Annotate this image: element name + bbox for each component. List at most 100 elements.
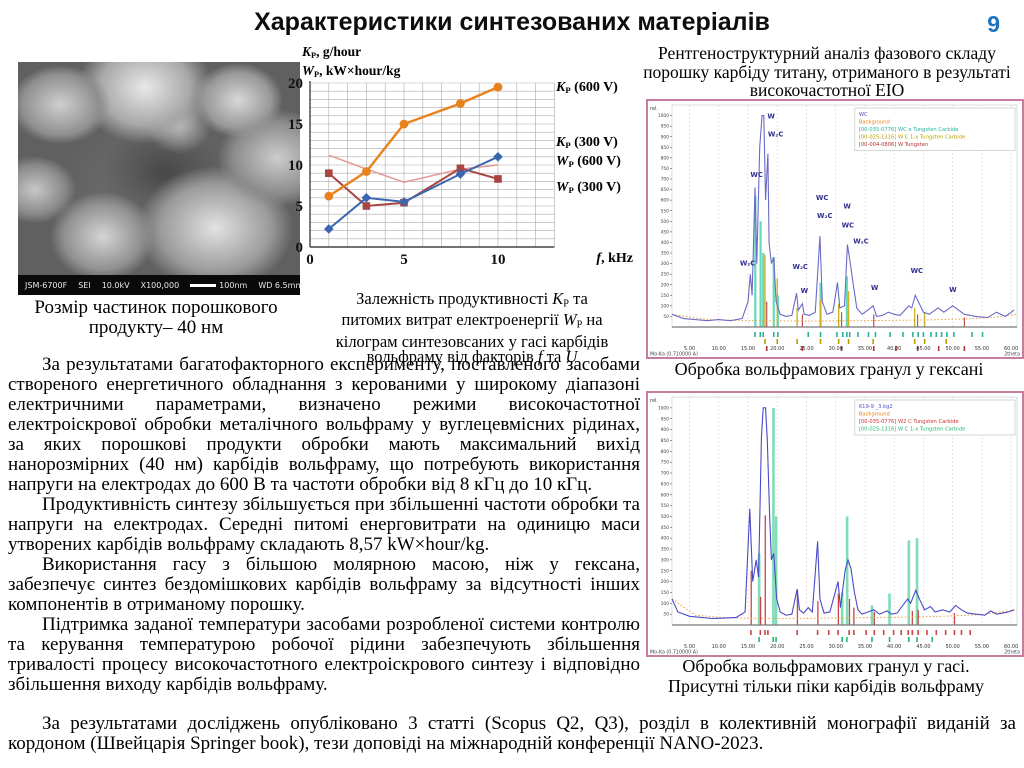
svg-text:45.00: 45.00 (916, 346, 930, 352)
svg-text:5: 5 (400, 252, 408, 268)
caption-line: Присутні тільки піки карбідів вольфраму (668, 675, 984, 696)
svg-text:60.00: 60.00 (1004, 644, 1018, 650)
sem-magnification: X100,000 (140, 280, 180, 290)
svg-text:20: 20 (288, 76, 303, 92)
svg-text:W: W (871, 284, 879, 292)
caption-line: питомих витрат електроенергії WP на (341, 310, 603, 331)
svg-text:900: 900 (661, 427, 670, 433)
svg-text:2theta: 2theta (1004, 352, 1020, 358)
svg-text:950: 950 (661, 124, 670, 130)
svg-text:650: 650 (661, 481, 670, 487)
svg-text:600: 600 (661, 198, 670, 204)
svg-text:5.00: 5.00 (684, 346, 695, 352)
svg-text:W₂C: W₂C (768, 131, 783, 139)
svg-text:WC: WC (859, 112, 868, 118)
paragraph-productivity: Продуктивність синтезу збільшується при … (8, 494, 640, 555)
sem-detector: SEI (78, 280, 91, 290)
svg-text:35.00: 35.00 (858, 644, 872, 650)
svg-text:WC: WC (816, 194, 829, 202)
svg-text:[00-035-0776] W2 C Tungsten Ca: [00-035-0776] W2 C Tungsten Carbide (859, 419, 959, 425)
svg-text:300: 300 (661, 261, 670, 267)
svg-text:850: 850 (661, 145, 670, 151)
svg-text:[00-035-0776] WC e Tungsten Ca: [00-035-0776] WC e Tungsten Carbide (859, 127, 959, 133)
svg-text:10.00: 10.00 (712, 346, 726, 352)
svg-text:350: 350 (661, 547, 670, 553)
svg-text:350: 350 (661, 251, 670, 257)
svg-text:W₂C: W₂C (792, 263, 807, 271)
caption-line: кілограм синтезовсаних у гасі карбідів (335, 331, 609, 351)
svg-text:250: 250 (661, 272, 670, 278)
legend-entry: WP (600 V) (556, 153, 621, 169)
svg-text:300: 300 (661, 557, 670, 563)
svg-text:WC: WC (911, 267, 924, 275)
svg-text:50.00: 50.00 (946, 644, 960, 650)
svg-text:60.00: 60.00 (1004, 346, 1018, 352)
xrd-kerosene-caption: Обробка вольфрамових гранул у гасі. Прис… (628, 656, 1024, 696)
x-axis-label: f, kHz (596, 251, 633, 266)
svg-text:800: 800 (661, 449, 670, 455)
y-axis-title: KP, g/hour WP, kW×hour/kg (302, 44, 401, 80)
productivity-plot: 0 5 10 15 20 0 5 10 (288, 76, 555, 268)
sem-voltage: 10.0kV (101, 280, 130, 290)
svg-text:[00-004-0806] W Tungsten: [00-004-0806] W Tungsten (859, 142, 928, 148)
svg-text:700: 700 (661, 177, 670, 183)
paragraph-temperature: Підтримка заданої температури засобами р… (8, 614, 640, 695)
svg-text:40.00: 40.00 (887, 644, 901, 650)
svg-text:25.00: 25.00 (799, 644, 813, 650)
svg-text:10: 10 (491, 252, 506, 268)
svg-text:900: 900 (661, 134, 670, 140)
page-number: 9 (987, 11, 1000, 37)
svg-text:20.00: 20.00 (770, 644, 784, 650)
svg-text:35.00: 35.00 (858, 346, 872, 352)
svg-text:40.00: 40.00 (887, 346, 901, 352)
sem-image: JSM-6700F SEI 10.0kV X100,000 100nm WD 6… (18, 62, 304, 295)
svg-text:2theta: 2theta (1004, 650, 1020, 656)
svg-text:200: 200 (661, 579, 670, 585)
body-text: За результатами багатофакторного експери… (8, 355, 640, 695)
svg-text:WC: WC (750, 171, 763, 179)
svg-text:W₂C: W₂C (740, 260, 755, 268)
xrd-chart-kerosene: 50 100 150 200 250 300 350 400 450 500 550 600 650 70… (646, 391, 1024, 657)
svg-text:50.00: 50.00 (946, 346, 960, 352)
caption-line: Обробка вольфрамових гранул у гасі. (682, 656, 970, 676)
legend-entry: KP (300 V) (556, 134, 618, 150)
svg-text:550: 550 (661, 503, 670, 509)
legend-entry: WP (300 V) (556, 179, 621, 195)
svg-text:15.00: 15.00 (741, 644, 755, 650)
sem-micrograph (18, 62, 300, 275)
productivity-chart-caption: Залежність продуктивності KP та питомих … (296, 290, 648, 365)
svg-text:1000: 1000 (658, 405, 669, 411)
svg-text:Mo-Ka (0.710000 A): Mo-Ka (0.710000 A) (650, 650, 698, 656)
svg-text:Background: Background (859, 120, 890, 126)
svg-text:750: 750 (661, 460, 670, 466)
svg-text:450: 450 (661, 525, 670, 531)
svg-text:50: 50 (663, 314, 669, 320)
svg-text:600: 600 (661, 492, 670, 498)
svg-text:25.00: 25.00 (799, 346, 813, 352)
publications-text: За результатами досліджень опубліковано … (8, 713, 1016, 754)
xrd-plot: 50 100 150 200 250 300 350 400 450 500 550 600 650 70… (650, 396, 1020, 656)
sem-caption: Розмір частинок порошкового продукту– 40… (34, 297, 278, 338)
svg-text:50: 50 (663, 612, 669, 618)
svg-text:700: 700 (661, 471, 670, 477)
sem-working-distance: WD 6.5mm (258, 280, 304, 290)
svg-text:[00-025-1316] W C 1-x Tungsten: [00-025-1316] W C 1-x Tungsten Carbide (859, 135, 965, 141)
svg-text:15.00: 15.00 (741, 346, 755, 352)
svg-text:5.00: 5.00 (684, 644, 695, 650)
sem-model: JSM-6700F (25, 280, 68, 290)
svg-text:950: 950 (661, 416, 670, 422)
svg-text:45.00: 45.00 (916, 644, 930, 650)
svg-text:0: 0 (306, 252, 314, 268)
svg-text:10.00: 10.00 (712, 644, 726, 650)
svg-text:5: 5 (296, 199, 304, 215)
svg-text:WC: WC (842, 222, 855, 230)
svg-text:800: 800 (661, 155, 670, 161)
svg-text:400: 400 (661, 240, 670, 246)
svg-text:[00-025-1316] W C 1-x Tungsten: [00-025-1316] W C 1-x Tungsten Carbide (859, 427, 965, 433)
xrd-hexane-caption: Обробка вольфрамових гранул у гексані (674, 359, 984, 379)
svg-text:W: W (949, 286, 957, 294)
xrd-plot: 50 100 150 200 250 300 350 400 450 500 550 600 650 70… (650, 104, 1020, 358)
svg-text:650: 650 (661, 187, 670, 193)
paragraph-experiment: За результатами багатофакторного експери… (8, 354, 640, 495)
